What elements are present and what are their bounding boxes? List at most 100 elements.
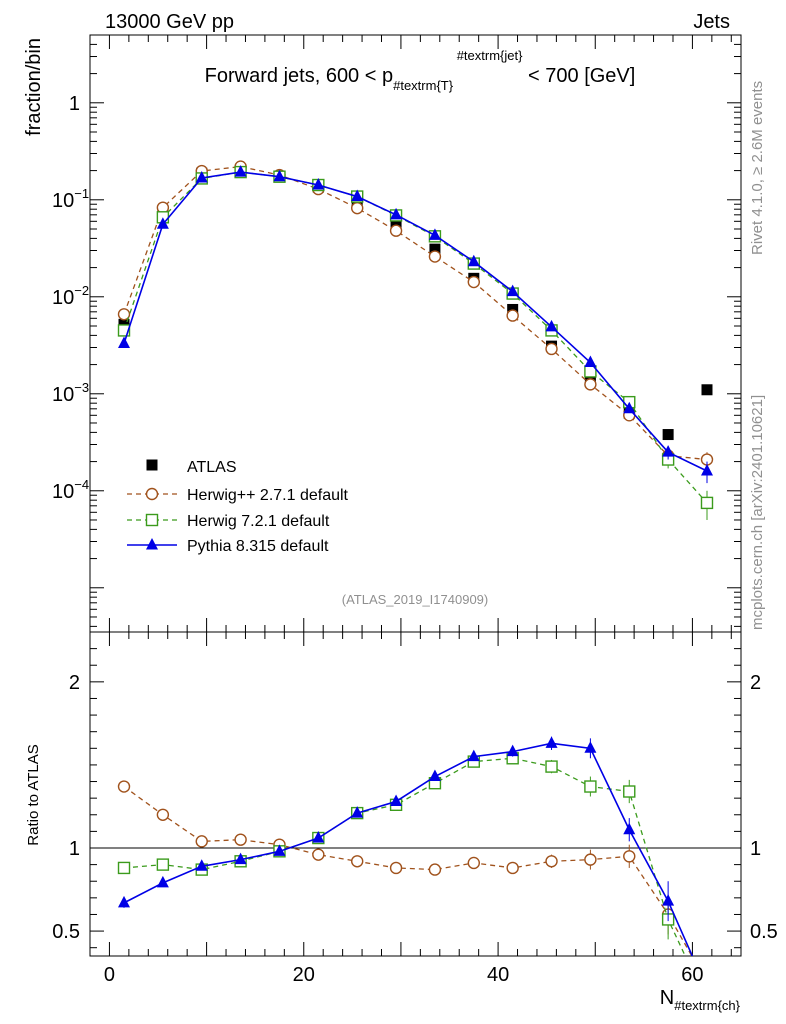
ratio-point-pythia bbox=[545, 736, 558, 748]
main-plot-panel: fraction/bin Forward jets, 600 < p#textr… bbox=[23, 34, 742, 633]
header-left: 13000 GeV pp bbox=[105, 11, 234, 33]
main-point-herwigpp bbox=[351, 201, 364, 215]
ratio-y-tick-label: 2 bbox=[69, 672, 80, 694]
legend-marker-herwigpp bbox=[127, 487, 177, 501]
ratio-point-pythia bbox=[234, 852, 247, 865]
ratio-point-pythia bbox=[506, 744, 519, 757]
ratio-plot-panel: Ratio to ATLAS N#textrm{ch} 0.5 0.51 12 20 2… bbox=[25, 631, 778, 1013]
main-line-herwig7 bbox=[123, 171, 708, 504]
ratio-point-pythia bbox=[467, 749, 480, 762]
main-point-herwigpp bbox=[584, 378, 597, 391]
legend-symbol-herwig7 bbox=[145, 513, 159, 527]
legend-symbol-herwigpp bbox=[145, 487, 159, 501]
ratio-point-herwigpp bbox=[312, 848, 325, 861]
ratio-point-pythia bbox=[312, 831, 325, 843]
main-point-pythia bbox=[700, 463, 713, 476]
main-point-herwigpp bbox=[506, 309, 519, 322]
main-point-pythia bbox=[662, 445, 675, 457]
main-point-herwigpp bbox=[428, 250, 442, 263]
title-subscript: #textrm{T} bbox=[393, 78, 454, 93]
ratio-point-herwigpp bbox=[545, 855, 558, 868]
main-point-pythia bbox=[390, 207, 403, 220]
side-text-bottom: mcplots.cern.ch [arXiv:2401.10621] bbox=[749, 395, 766, 630]
main-point-herwigpp bbox=[117, 308, 131, 321]
main-point-pythia bbox=[428, 228, 441, 240]
ratio-axis-ticks: 0.5 0.51 12 20 20 40 60 bbox=[52, 632, 778, 986]
ratio-point-herwigpp bbox=[117, 780, 131, 793]
ratio-point-herwigpp bbox=[467, 856, 480, 870]
main-y-tick-label: 10−1 bbox=[52, 186, 89, 212]
ratio-point-herwigpp bbox=[428, 863, 442, 876]
analysis-id-label: (ATLAS_2019_I1740909) bbox=[342, 592, 488, 607]
x-axis-subscript: #textrm{ch} bbox=[674, 998, 740, 1013]
ratio-y-tick-label-right: 0.5 bbox=[750, 921, 778, 943]
ratio-point-pythia bbox=[351, 806, 364, 818]
legend-symbol-atlas bbox=[146, 459, 158, 471]
main-point-pythia bbox=[195, 170, 208, 183]
main-y-tick-label: 10−4 bbox=[52, 477, 89, 503]
legend-entry-pythia: Pythia 8.315 default bbox=[127, 538, 329, 555]
ratio-x-tick-label: 20 bbox=[293, 964, 315, 986]
main-point-herwig7 bbox=[117, 324, 131, 337]
ratio-point-herwigpp bbox=[584, 853, 597, 866]
ratio-point-herwigpp bbox=[389, 861, 403, 875]
main-y-tick-label: 10−3 bbox=[52, 380, 89, 406]
ratio-point-herwig7 bbox=[117, 861, 131, 875]
main-point-pythia bbox=[118, 336, 131, 348]
ratio-point-herwigpp bbox=[234, 833, 247, 846]
legend-label-herwig7: Herwig 7.2.1 default bbox=[187, 513, 330, 530]
main-point-herwigpp bbox=[467, 275, 480, 289]
legend-entry-atlas: ATLAS bbox=[146, 459, 237, 476]
ratio-point-pythia bbox=[195, 859, 208, 871]
legend-marker-herwig7 bbox=[127, 513, 177, 527]
ratio-point-herwigpp bbox=[623, 850, 636, 863]
ratio-y-tick-label-right: 1 bbox=[750, 838, 761, 860]
ratio-point-pythia bbox=[428, 769, 441, 782]
title-superscript: #textrm{jet} bbox=[457, 48, 523, 63]
ratio-line-pythia bbox=[123, 742, 694, 956]
ratio-x-tick-label: 0 bbox=[104, 964, 115, 986]
ratio-y-axis-label: Ratio to ATLAS bbox=[25, 744, 42, 845]
main-point-herwigpp bbox=[389, 224, 403, 237]
ratio-point-pythia bbox=[273, 844, 286, 856]
ratio-y-tick-label-right: 2 bbox=[750, 672, 761, 694]
main-line-pythia bbox=[123, 171, 708, 472]
main-point-pythia bbox=[506, 284, 519, 297]
ratio-point-pythia bbox=[662, 894, 675, 906]
main-point-pythia bbox=[234, 165, 247, 177]
legend-symbol-pythia bbox=[146, 538, 158, 550]
main-point-pythia bbox=[545, 319, 558, 332]
ratio-point-herwig7 bbox=[623, 785, 636, 798]
side-text-top: Rivet 4.1.0, ≥ 2.6M events bbox=[749, 81, 766, 255]
ratio-point-pythia bbox=[623, 822, 636, 835]
main-point-pythia bbox=[584, 355, 597, 368]
ratio-y-tick-label: 1 bbox=[69, 838, 80, 860]
ratio-y-tick-label: 0.5 bbox=[52, 921, 80, 943]
ratio-x-axis-label: N#textrm{ch} bbox=[660, 987, 741, 1013]
ratio-x-tick-label: 40 bbox=[487, 964, 509, 986]
ratio-point-herwig7 bbox=[545, 760, 558, 773]
main-point-herwig7 bbox=[700, 496, 714, 510]
legend-entry-herwig7: Herwig 7.2.1 default bbox=[127, 513, 330, 530]
ratio-point-pythia bbox=[584, 741, 597, 753]
main-axis-ticks: 1 10−1 10−2 10−3 10−4 bbox=[52, 34, 741, 632]
legend-label-herwigpp: Herwig++ 2.7.1 default bbox=[187, 487, 349, 504]
legend-label-atlas: ATLAS bbox=[187, 459, 237, 476]
legend-label-pythia: Pythia 8.315 default bbox=[187, 538, 329, 555]
ratio-point-herwig7 bbox=[584, 780, 597, 793]
main-point-pythia bbox=[273, 169, 286, 182]
main-point-pythia bbox=[351, 189, 364, 202]
ratio-line-herwig7 bbox=[123, 757, 686, 956]
header-right: Jets bbox=[693, 11, 730, 33]
main-point-atlas bbox=[429, 243, 441, 255]
main-point-herwigpp bbox=[545, 342, 558, 356]
ratio-plot-frame bbox=[89, 631, 742, 957]
ratio-point-herwigpp bbox=[351, 855, 364, 868]
legend: ATLAS Herwig++ 2.7.1 default Herwig 7.2.… bbox=[127, 459, 349, 555]
ratio-series-group bbox=[117, 736, 694, 956]
main-series-group bbox=[117, 160, 714, 520]
main-plot-title: Forward jets, 600 < p#textrm{T} #textrm{… bbox=[205, 48, 636, 93]
legend-marker-atlas bbox=[146, 459, 158, 471]
ratio-line-herwigpp bbox=[123, 785, 693, 956]
ratio-point-pythia bbox=[390, 794, 403, 806]
